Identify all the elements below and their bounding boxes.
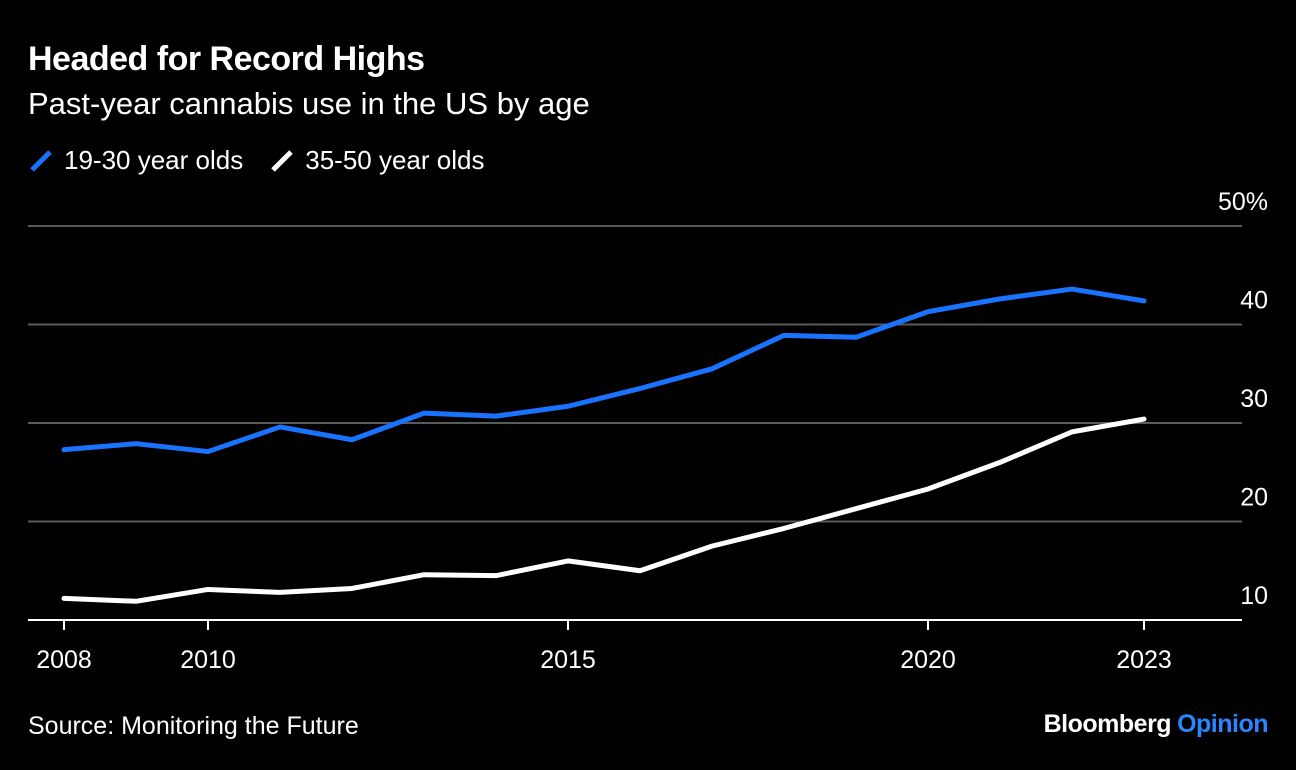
- y-tick-label-40: 40: [1240, 287, 1268, 315]
- bloomberg-opinion-logo: Bloomberg Opinion: [1043, 710, 1269, 739]
- x-tick-label-2008: 2008: [36, 646, 92, 674]
- legend-item-35-50: 35-50 year olds: [269, 145, 484, 176]
- y-tick-label-50: 50%: [1218, 188, 1268, 216]
- x-tick-label-2015: 2015: [540, 646, 596, 674]
- legend-item-19-30: 19-30 year olds: [28, 145, 243, 176]
- chart-title: Headed for Record Highs: [28, 40, 425, 78]
- brand-name: Bloomberg: [1043, 710, 1172, 738]
- source-note: Source: Monitoring the Future: [28, 712, 359, 740]
- legend-label-19-30: 19-30 year olds: [64, 145, 244, 175]
- legend-swatch-19-30-icon: [30, 149, 52, 172]
- x-tick-label-2020: 2020: [900, 646, 956, 674]
- legend-label-35-50: 35-50 year olds: [305, 145, 485, 175]
- legend: 19-30 year olds 35-50 year olds: [28, 145, 510, 176]
- series-line-35-50: [61, 416, 1147, 604]
- brand-section: Opinion: [1177, 710, 1268, 738]
- chart-subtitle: Past-year cannabis use in the US by age: [28, 86, 590, 121]
- x-tick-label-2010: 2010: [180, 646, 236, 674]
- legend-swatch-35-50-icon: [271, 149, 294, 172]
- y-tick-label-30: 30: [1240, 385, 1268, 413]
- series-line-19-30: [61, 286, 1147, 455]
- x-tick-label-2023: 2023: [1116, 646, 1172, 674]
- y-tick-label-10: 10: [1240, 582, 1268, 610]
- y-tick-label-20: 20: [1240, 484, 1268, 512]
